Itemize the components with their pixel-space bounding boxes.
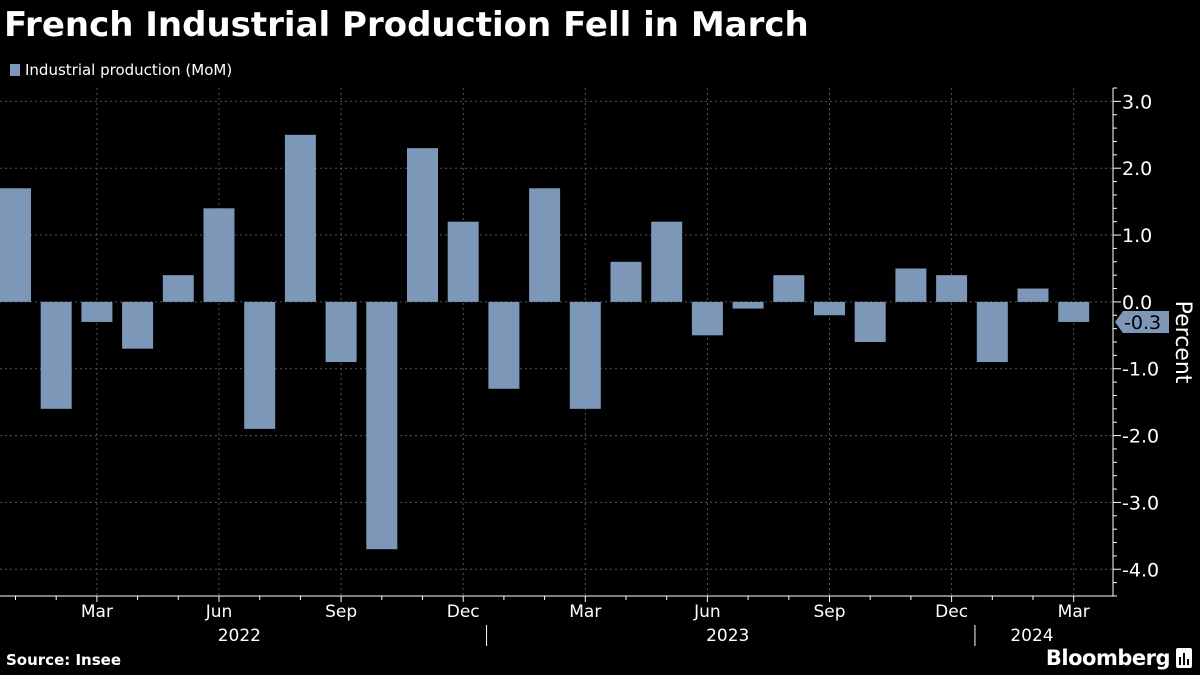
bar	[162, 275, 194, 302]
y-tick-label: -1.0	[1122, 359, 1159, 381]
y-tick-label: 2.0	[1122, 158, 1152, 180]
x-tick-label: Dec	[447, 602, 480, 622]
bar	[895, 268, 927, 302]
year-label: 2022	[218, 626, 261, 646]
bar	[651, 221, 683, 302]
source-note: Source: Insee	[6, 651, 122, 669]
bar	[122, 301, 154, 349]
bar	[284, 134, 316, 302]
y-tick-label: -3.0	[1122, 492, 1159, 514]
last-value-callout	[1115, 310, 1169, 333]
bar	[447, 221, 479, 302]
year-label: 2023	[706, 626, 749, 646]
x-tick-label: Jun	[205, 602, 233, 622]
bar	[610, 261, 642, 302]
bar	[40, 301, 72, 409]
bar	[1058, 301, 1090, 322]
x-tick-label: Mar	[569, 602, 601, 622]
bar	[732, 301, 764, 309]
bar	[569, 301, 601, 409]
y-tick-label: -2.0	[1122, 426, 1159, 448]
legend-swatch	[10, 64, 20, 76]
y-tick-label: 0.0	[1122, 292, 1152, 314]
y-tick-label: 3.0	[1122, 91, 1152, 113]
bar	[854, 301, 886, 342]
bar	[244, 301, 276, 429]
bar	[976, 301, 1008, 363]
bar	[691, 301, 723, 336]
bloomberg-terminal-icon	[1176, 648, 1192, 668]
legend: Industrial production (MoM)	[10, 60, 232, 80]
legend-label: Industrial production (MoM)	[25, 61, 233, 79]
bar	[936, 275, 968, 302]
bar	[366, 301, 398, 550]
bar	[81, 301, 113, 322]
x-tick-label: Jun	[693, 602, 721, 622]
last-value-label: -0.3	[1124, 312, 1161, 334]
bar	[488, 301, 520, 389]
x-tick-label: Sep	[325, 602, 357, 622]
bar	[407, 148, 438, 302]
bar	[325, 301, 357, 363]
y-axis-title: Percent	[1170, 301, 1195, 384]
chart-title: French Industrial Production Fell in Mar…	[4, 5, 809, 45]
x-tick-label: Sep	[813, 602, 845, 622]
bar	[203, 208, 235, 302]
brand-logo: Bloomberg	[1046, 646, 1192, 670]
y-tick-label: -4.0	[1122, 559, 1159, 581]
brand-name: Bloomberg	[1045, 646, 1171, 670]
x-tick-label: Dec	[935, 602, 968, 622]
bar	[0, 188, 31, 302]
x-tick-label: Mar	[1058, 602, 1090, 622]
bar	[529, 188, 561, 302]
y-tick-label: 1.0	[1122, 225, 1152, 247]
year-label: 2024	[1010, 626, 1053, 646]
bar	[1017, 288, 1049, 302]
bar	[773, 275, 805, 302]
bar	[814, 301, 845, 316]
x-tick-label: Mar	[81, 602, 113, 622]
